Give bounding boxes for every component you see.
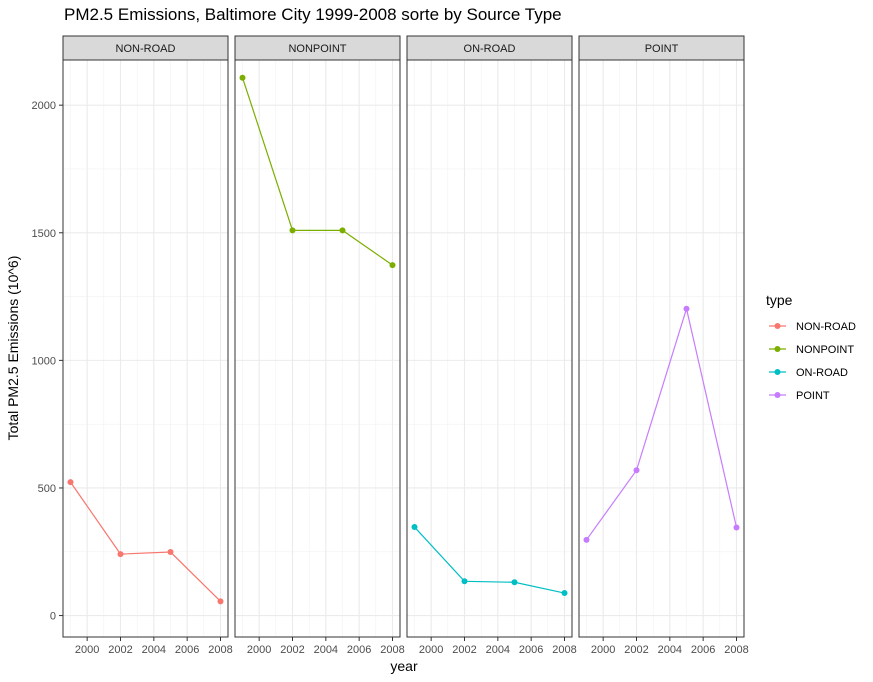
data-point xyxy=(67,479,74,486)
data-point xyxy=(239,74,246,81)
legend-key-point xyxy=(774,323,781,329)
panel-background xyxy=(63,60,228,637)
x-tick-label: 2008 xyxy=(380,644,404,656)
data-point xyxy=(167,549,174,556)
legend-label: ON-ROAD xyxy=(796,367,848,379)
x-tick-label: 2000 xyxy=(75,644,99,656)
x-tick-label: 2000 xyxy=(591,644,615,656)
legend-item-nonpoint: NONPOINT xyxy=(769,344,854,356)
facet-panel-non-road: NON-ROAD 2000 2002 2004 2006 2008 xyxy=(62,35,233,656)
series-line xyxy=(586,306,738,541)
x-tick-label: 2002 xyxy=(624,644,648,656)
facet-strip-label: NON-ROAD xyxy=(116,43,176,55)
x-tick-label: 2002 xyxy=(108,644,132,656)
facet-panel-nonpoint: NONPOINT 2000 2002 2004 2006 2008 xyxy=(234,35,405,656)
y-tick-label: 1500 xyxy=(32,228,56,240)
x-axis-title: year xyxy=(390,658,418,674)
legend: type NON-ROAD NONPOINT ON-ROAD POINT xyxy=(766,292,856,402)
series-line xyxy=(70,481,221,602)
panel-border xyxy=(406,59,573,638)
x-tick-label: 2000 xyxy=(247,644,271,656)
data-point xyxy=(733,524,740,531)
x-tick-label: 2008 xyxy=(208,644,232,656)
x-tick-label: 2004 xyxy=(658,644,682,656)
data-point xyxy=(117,551,124,558)
facet-strip xyxy=(234,35,401,61)
facet-strip-label: ON-ROAD xyxy=(464,43,516,55)
x-tick-label: 2006 xyxy=(691,644,715,656)
x-tick-label: 2002 xyxy=(452,644,476,656)
data-point xyxy=(461,578,468,585)
legend-key-point xyxy=(774,392,781,398)
series-line xyxy=(241,77,393,266)
x-tick-label: 2008 xyxy=(552,644,576,656)
legend-label: POINT xyxy=(796,390,830,402)
facet-strip xyxy=(406,35,573,61)
x-tick-label: 2008 xyxy=(724,644,748,656)
legend-label: NONPOINT xyxy=(796,344,854,356)
data-point xyxy=(289,227,296,234)
y-tick-label: 0 xyxy=(50,611,56,623)
data-point xyxy=(511,579,518,586)
facet-panel-point: POINT 2000 2002 2004 2006 2008 xyxy=(578,35,749,656)
facet-strip-label: POINT xyxy=(645,43,679,55)
panel-background xyxy=(407,60,572,637)
panel-background xyxy=(235,60,400,637)
panel-background xyxy=(579,60,744,637)
data-point xyxy=(561,590,568,597)
data-point xyxy=(389,262,396,269)
legend-item-non-road: NON-ROAD xyxy=(769,321,856,333)
data-point xyxy=(683,305,690,312)
data-point xyxy=(217,598,224,605)
data-point xyxy=(411,524,418,531)
x-tick-label: 2004 xyxy=(486,644,510,656)
x-tick-label: 2006 xyxy=(519,644,543,656)
x-tick-label: 2000 xyxy=(419,644,443,656)
y-tick-label: 2000 xyxy=(32,100,56,112)
x-tick-label: 2006 xyxy=(347,644,371,656)
legend-title: type xyxy=(766,292,793,308)
panel-border xyxy=(578,59,745,638)
x-tick-label: 2004 xyxy=(314,644,338,656)
x-tick-label: 2002 xyxy=(280,644,304,656)
facet-strip xyxy=(62,35,229,61)
panel-border xyxy=(62,59,229,638)
facet-panels: NON-ROAD 2000 2002 2004 2006 2008 NONPOINT 2000… xyxy=(62,35,749,656)
legend-item-point: POINT xyxy=(769,390,830,402)
y-axis-title: Total PM2.5 Emissions (10^6) xyxy=(5,256,21,441)
x-tick-label: 2004 xyxy=(142,644,166,656)
x-tick-label: 2006 xyxy=(175,644,199,656)
data-point xyxy=(633,467,640,474)
y-axis-ticks: 0 500 1000 1500 2000 xyxy=(32,100,63,623)
legend-key-point xyxy=(774,369,781,375)
legend-key-point xyxy=(774,346,781,352)
facet-strip-label: NONPOINT xyxy=(288,43,346,55)
legend-label: NON-ROAD xyxy=(796,321,856,333)
y-tick-label: 500 xyxy=(38,483,56,495)
data-point xyxy=(339,227,346,234)
chart-title: PM2.5 Emissions, Baltimore City 1999-200… xyxy=(64,5,562,24)
facet-strip xyxy=(578,35,745,61)
facet-panel-on-road: ON-ROAD 2000 2002 2004 2006 2008 xyxy=(406,35,577,656)
data-point xyxy=(583,536,590,543)
panel-border xyxy=(234,59,401,638)
legend-item-on-road: ON-ROAD xyxy=(769,367,848,379)
series-line xyxy=(414,526,565,594)
y-tick-label: 1000 xyxy=(32,355,56,367)
